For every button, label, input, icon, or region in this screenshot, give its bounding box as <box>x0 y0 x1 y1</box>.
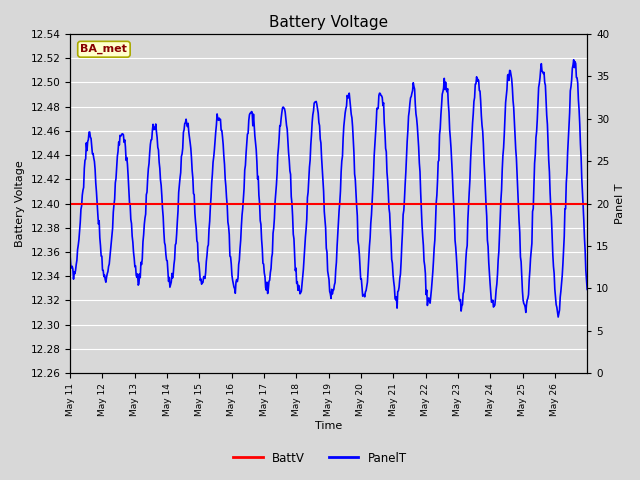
Text: BA_met: BA_met <box>81 44 127 54</box>
Y-axis label: Panel T: Panel T <box>615 183 625 224</box>
Legend: BattV, PanelT: BattV, PanelT <box>228 447 412 469</box>
X-axis label: Time: Time <box>315 421 342 432</box>
Title: Battery Voltage: Battery Voltage <box>269 15 388 30</box>
Y-axis label: Battery Voltage: Battery Voltage <box>15 160 25 247</box>
